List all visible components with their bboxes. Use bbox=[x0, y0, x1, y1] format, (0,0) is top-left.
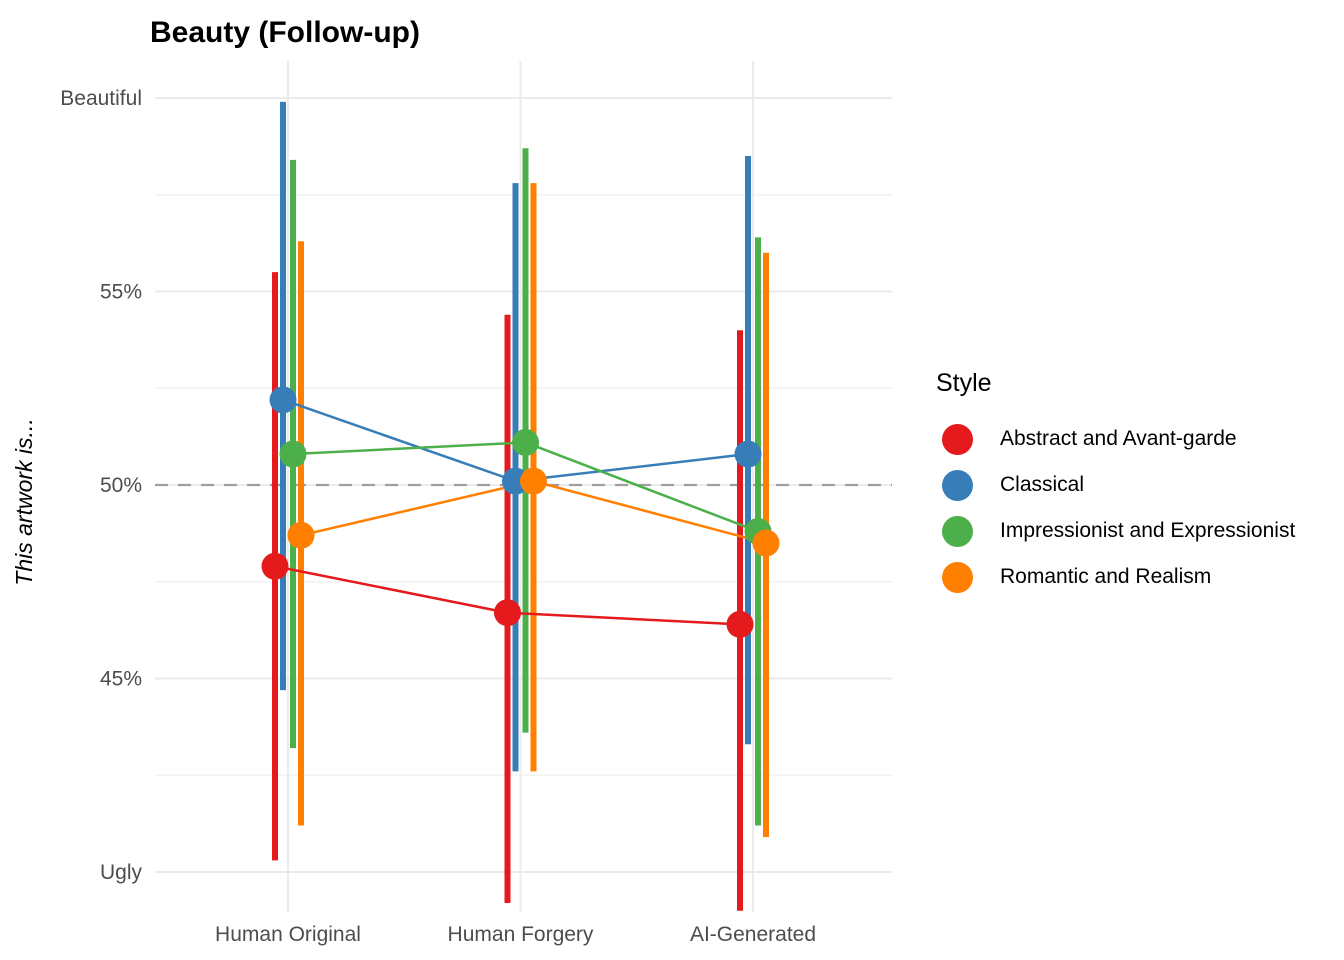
data-point bbox=[752, 529, 780, 557]
data-point bbox=[520, 467, 547, 495]
y-tick-label: 45% bbox=[100, 668, 142, 691]
y-tick-label: 50% bbox=[100, 474, 142, 497]
legend-label: Abstract and Avant-garde bbox=[1000, 427, 1237, 450]
data-point bbox=[512, 428, 539, 456]
x-tick-label: AI-Generated bbox=[690, 923, 816, 946]
y-tick-label: 55% bbox=[100, 281, 142, 304]
data-point bbox=[269, 386, 297, 414]
legend-item: Romantic and Realism bbox=[936, 554, 1336, 600]
data-point bbox=[287, 521, 315, 549]
y-tick-label: Beautiful bbox=[60, 87, 142, 110]
data-point bbox=[261, 552, 289, 580]
data-point bbox=[734, 440, 762, 468]
legend-item: Classical bbox=[936, 462, 1336, 508]
x-tick-label: Human Forgery bbox=[448, 923, 594, 946]
legend-label: Romantic and Realism bbox=[1000, 565, 1212, 588]
legend-item: Impressionist and Expressionist bbox=[936, 508, 1336, 554]
legend-label: Classical bbox=[1000, 473, 1085, 496]
data-points-layer bbox=[261, 386, 780, 638]
chart-title: Beauty (Follow-up) bbox=[150, 16, 420, 49]
legend-swatch-circle bbox=[942, 423, 973, 455]
legend-label: Impressionist and Expressionist bbox=[1000, 519, 1296, 542]
legend-title: Style bbox=[936, 369, 992, 397]
data-point bbox=[279, 440, 307, 468]
data-point bbox=[494, 599, 521, 627]
legend-swatch-circle bbox=[942, 515, 973, 547]
data-point bbox=[726, 610, 754, 638]
legend-swatch-circle bbox=[942, 561, 973, 593]
legend-swatch-circle bbox=[942, 469, 973, 501]
x-tick-label: Human Original bbox=[215, 923, 361, 946]
legend-items: Abstract and Avant-garde Classical Impress… bbox=[936, 416, 1336, 600]
axis-labels-layer: Beautiful 55% 50% 45% Ugly Human Original Huma… bbox=[60, 87, 816, 946]
legend: Style Abstract and Avant-garde Classical I… bbox=[936, 368, 1336, 600]
legend-item: Abstract and Avant-garde bbox=[936, 416, 1336, 462]
y-tick-label: Ugly bbox=[100, 861, 143, 884]
y-axis-title: This artwork is... bbox=[11, 418, 37, 585]
